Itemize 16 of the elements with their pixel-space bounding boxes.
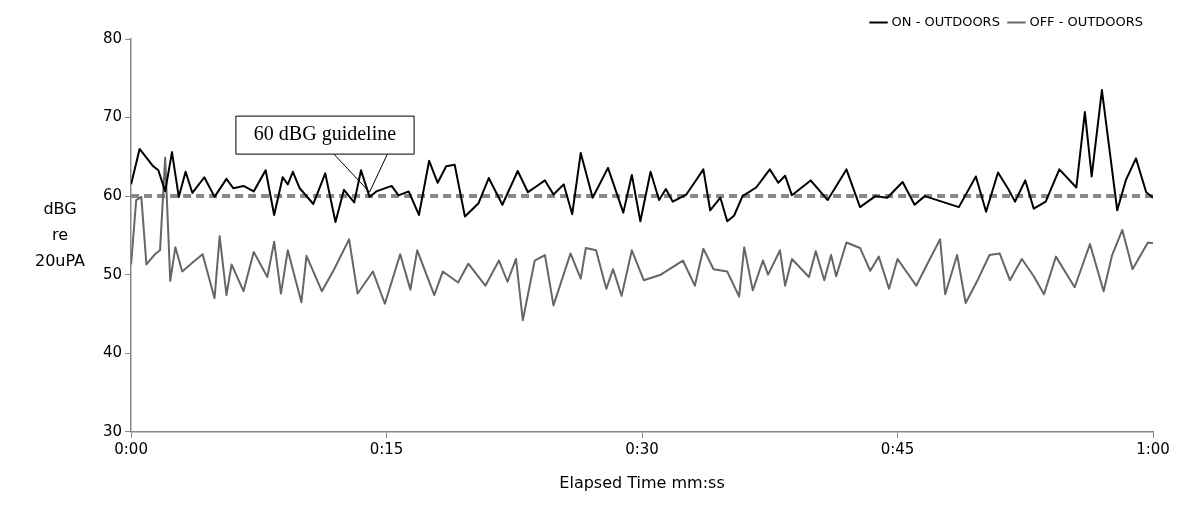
x-tick-label: 1:00: [1136, 439, 1170, 458]
y-tick-label: 70: [102, 107, 123, 126]
x-tick-label: 0:30: [625, 439, 659, 458]
y-tick-label: 60: [102, 186, 123, 205]
x-tick-label: 0:00: [114, 439, 148, 458]
y-tick-label: 40: [102, 343, 123, 362]
y-tick-label: 30: [102, 421, 123, 440]
legend-label: OFF - OUTDOORS: [1029, 13, 1143, 29]
y-tick-label: 80: [102, 28, 123, 47]
y-axis-title: dBG re 20uPA: [34, 198, 86, 270]
legend-label: ON - OUTDOORS: [891, 13, 1000, 29]
x-tick-label: 0:45: [880, 439, 915, 458]
annotation: 60 dBG guideline: [253, 122, 397, 146]
y-tick-label: 50: [102, 264, 123, 283]
x-axis-title: Elapsed Time mm:ss: [559, 472, 725, 492]
x-tick-label: 0:15: [369, 439, 404, 458]
